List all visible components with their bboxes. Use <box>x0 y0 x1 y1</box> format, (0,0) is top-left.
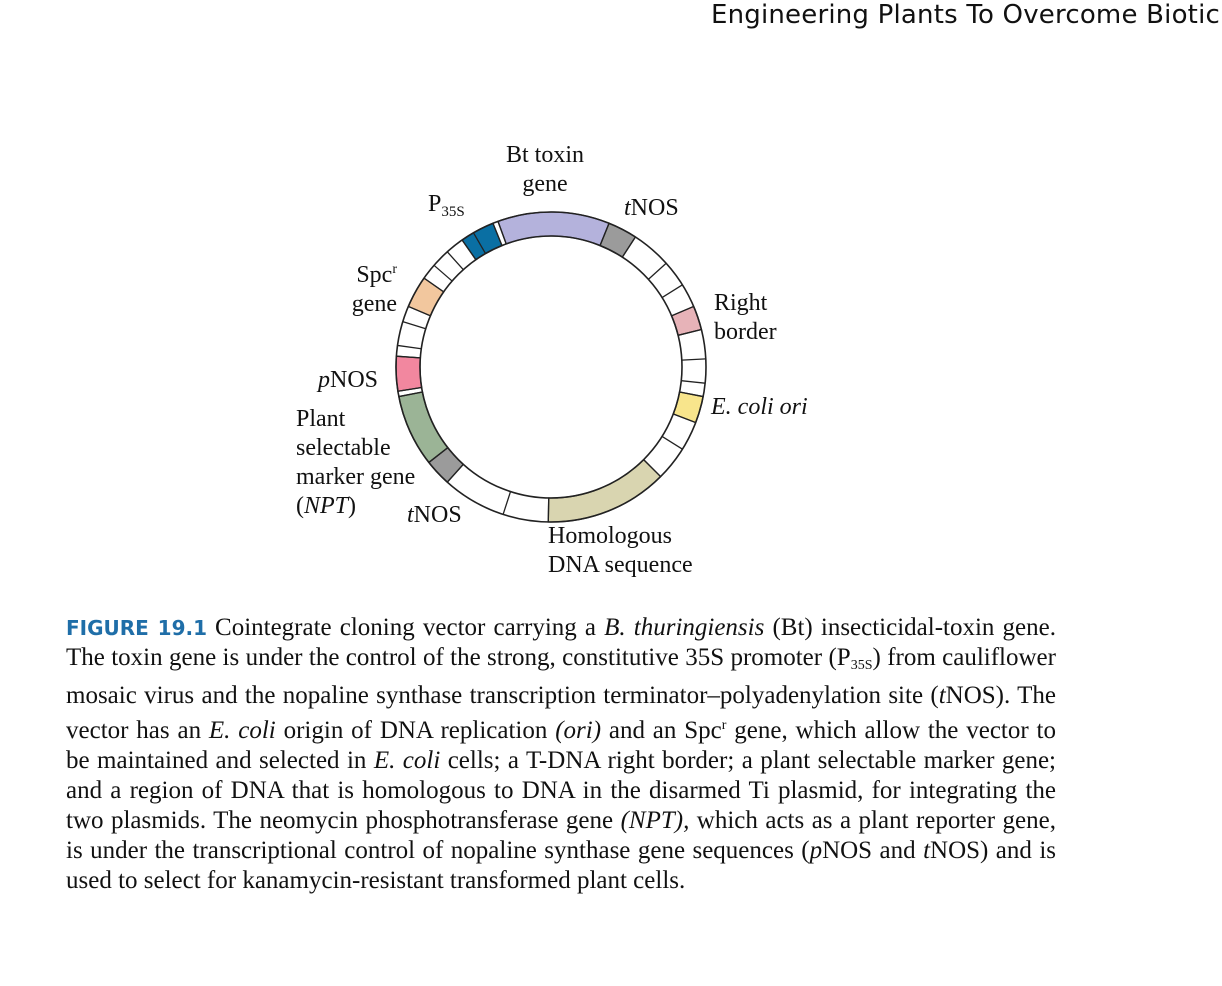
ring-divider <box>621 236 636 258</box>
label-pnos: pNOS <box>318 367 379 393</box>
caption-subscript: 35S <box>850 658 873 673</box>
label-tnos-bottom: tNOS <box>407 502 462 528</box>
ring-divider <box>671 305 694 317</box>
caption-text: (Bt) insecticidal-toxin gene. The toxin … <box>66 614 1056 671</box>
ring-divider <box>661 435 683 450</box>
plasmid-ring <box>395 211 707 523</box>
ring-divider <box>647 262 667 280</box>
caption-text: which acts as a plant reporter gene, is … <box>66 807 1056 864</box>
caption-italic: p <box>809 837 823 864</box>
ring-divider <box>428 447 449 463</box>
plasmid-diagram <box>395 211 707 523</box>
ring-divider <box>681 358 706 361</box>
ring-divider <box>679 391 704 398</box>
ring-divider <box>408 305 431 317</box>
caption-text: Cointegrate cloning vector carrying a <box>215 614 605 641</box>
label-ecoli-ori: E. coli ori <box>711 394 808 420</box>
caption-text: origin of DNA replication <box>275 717 556 744</box>
ring-divider <box>433 264 453 282</box>
ring-divider <box>397 386 422 392</box>
caption-italic: t <box>938 682 946 709</box>
caption-text: ) from cauliflower mosaic virus and the … <box>66 644 1056 709</box>
label-spc-gene: Spcr gene <box>351 262 397 317</box>
caption-superscript: r <box>721 718 727 733</box>
label-bt-toxin-gene: Bt toxin gene <box>505 142 584 197</box>
ring-divider <box>681 380 706 384</box>
ring-divider <box>397 344 422 350</box>
figure-caption: FIGURE 19.1 Cointegrate cloning vector ca… <box>66 613 1056 896</box>
ring-outer-edge <box>395 211 707 523</box>
caption-text: gene, which allow the vector to be maint… <box>66 717 1056 774</box>
figure-label: FIGURE 19.1 <box>66 616 208 640</box>
ring-divider <box>492 223 503 246</box>
ring-inner-edge <box>419 235 683 499</box>
ring-divider <box>673 413 696 424</box>
ring-divider <box>446 463 464 483</box>
ring-divider <box>677 328 702 336</box>
ring-divider <box>423 277 445 293</box>
label-tnos-top: tNOS <box>624 195 679 221</box>
caption-italic: (ori) <box>555 717 602 744</box>
label-homologous-dna: Homologous DNA sequence <box>548 523 693 578</box>
label-right-border: Right border <box>714 290 777 345</box>
ring-divider <box>502 491 512 515</box>
caption-italic: (NPT), <box>620 807 690 834</box>
ring-divider <box>402 321 426 330</box>
caption-italic: E. coli <box>208 717 276 744</box>
caption-italic: E. coli <box>373 747 441 774</box>
ring-divider <box>661 284 683 299</box>
ring-divider <box>472 232 487 254</box>
ring-divider <box>643 459 662 478</box>
caption-text: and an Spc <box>601 717 722 744</box>
running-head: Engineering Plants To Overcome Biotic <box>710 0 1220 30</box>
ring-divider <box>599 223 610 246</box>
caption-text: NOS and <box>822 837 924 864</box>
ring-divider <box>497 221 507 245</box>
caption-text: NOS) and is used to select for kanamycin… <box>66 837 1056 894</box>
caption-italic: B. thuringiensis <box>604 614 765 641</box>
segment-pnos <box>395 355 423 392</box>
ring-divider <box>461 239 477 261</box>
ring-divider <box>446 251 464 271</box>
caption-text: cells; a T-DNA right border; a plant sel… <box>66 747 1056 834</box>
ring-divider <box>396 355 421 359</box>
caption-italic: t <box>923 837 931 864</box>
label-p35s: P35S <box>428 191 465 220</box>
label-plant-selectable-marker: Plant selectable marker gene (NPT) <box>296 406 416 519</box>
ring-divider <box>398 391 423 398</box>
caption-text: NOS). The vector has an <box>66 682 1056 744</box>
